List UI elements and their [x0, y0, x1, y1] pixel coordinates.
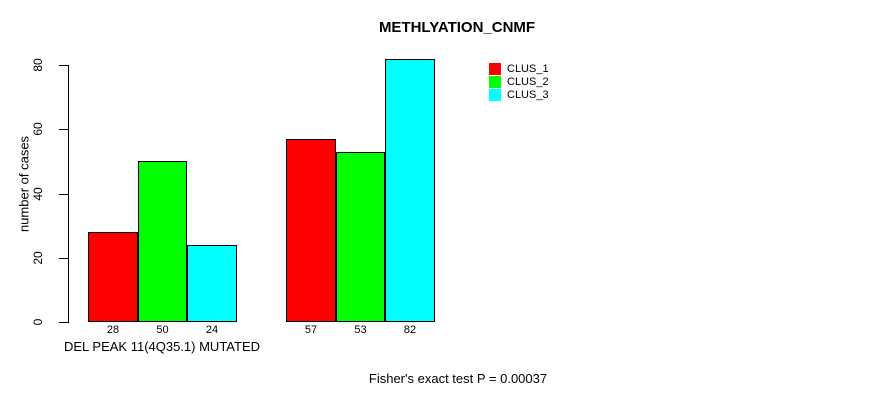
bar-value-clus_1-group2: 57: [304, 324, 318, 336]
bar-value-clus_2-group1: 50: [156, 324, 169, 336]
legend-row-clus_1: CLUS_1: [489, 63, 549, 75]
legend-swatch-clus_2: [489, 76, 501, 88]
y-axis-tick-20: [59, 258, 68, 259]
legend-row-clus_3: CLUS_3: [489, 89, 549, 101]
legend: CLUS_1 CLUS_2 CLUS_3: [489, 63, 549, 102]
bar-clus_1-group1: [88, 232, 138, 322]
x-axis-group-label: DEL PEAK 11(4Q35.1) MUTATED: [63, 339, 261, 354]
chart-title: METHLYATION_CNMF: [378, 19, 536, 36]
y-axis-tick-80: [59, 65, 68, 66]
y-axis-tick-0: [59, 322, 68, 323]
y-axis-tick-label-20: 20: [31, 251, 45, 265]
bar-clus_1-group2: [286, 139, 336, 322]
legend-row-clus_2: CLUS_2: [489, 76, 549, 88]
y-axis-tick-label-0: 0: [31, 318, 45, 326]
fisher-test-annotation: Fisher's exact test P = 0.00037: [368, 371, 548, 386]
bar-clus_3-group2: [385, 59, 435, 322]
bar-value-clus_2-group2: 53: [354, 324, 367, 336]
bar-value-clus_3-group1: 24: [205, 324, 219, 336]
bar-value-clus_1-group1: 28: [106, 324, 120, 336]
legend-label-clus_2: CLUS_2: [507, 76, 549, 88]
y-axis-tick-label-80: 80: [31, 58, 45, 72]
y-axis-line: [68, 65, 69, 323]
legend-label-clus_3: CLUS_3: [507, 89, 549, 101]
y-axis-title: number of cases: [16, 135, 32, 233]
y-axis-tick-label-60: 60: [31, 122, 45, 136]
bar-clus_3-group1: [187, 245, 237, 322]
legend-swatch-clus_1: [489, 63, 501, 75]
y-axis-tick-label-40: 40: [31, 187, 45, 201]
bar-value-clus_3-group2: 82: [403, 324, 417, 336]
legend-swatch-clus_3: [489, 89, 501, 101]
bar-clus_2-group2: [336, 152, 385, 322]
y-axis-tick-60: [59, 129, 68, 130]
legend-label-clus_1: CLUS_1: [507, 63, 549, 75]
bar-clus_2-group1: [138, 161, 187, 322]
y-axis-tick-40: [59, 194, 68, 195]
